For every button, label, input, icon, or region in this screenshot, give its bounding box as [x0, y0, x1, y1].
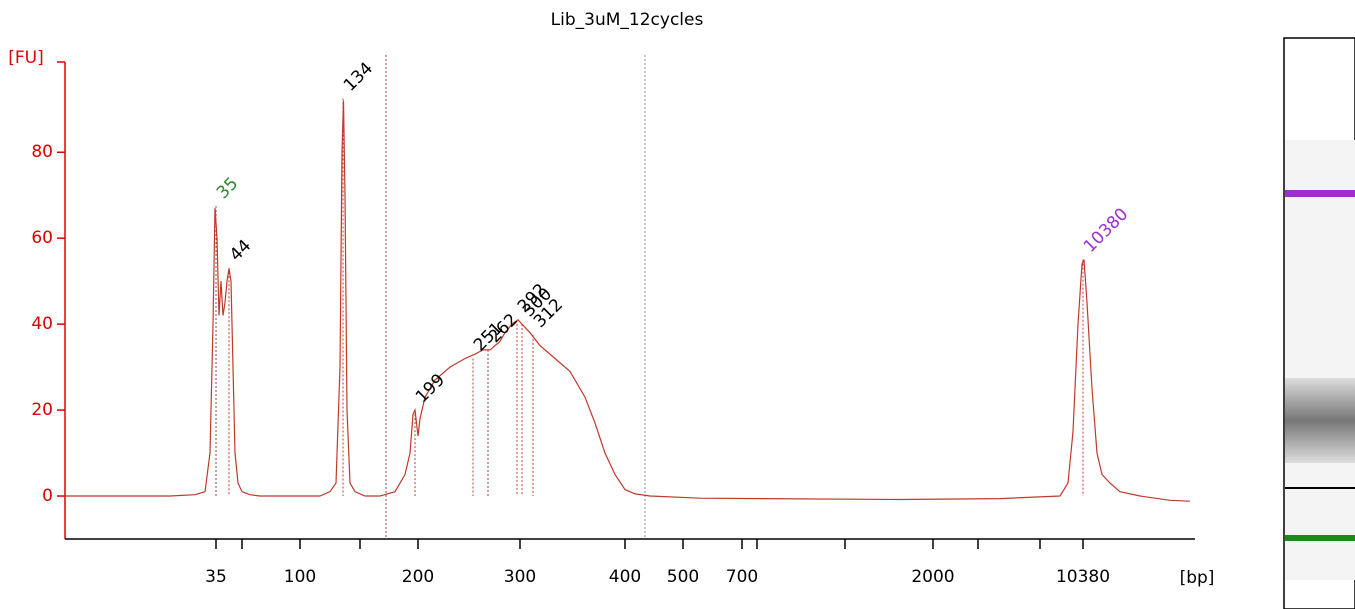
x-tick-label: 100: [284, 567, 316, 587]
x-tick-label: 700: [726, 567, 758, 587]
peak-label: 44: [226, 236, 255, 265]
peak-label: 35: [213, 174, 242, 203]
y-tick-label: 80: [31, 142, 53, 162]
x-tick-label: 300: [504, 567, 536, 587]
y-axis-label: [FU]: [8, 48, 44, 68]
x-tick-label: 35: [205, 567, 227, 587]
x-tick-label: 200: [402, 567, 434, 587]
peak-label: 10380: [1080, 204, 1132, 256]
trace: [65, 100, 1191, 502]
x-axis-label: [bp]: [1180, 568, 1215, 588]
y-tick-label: 60: [31, 228, 53, 248]
x-tick-label: 10380: [1056, 567, 1110, 587]
x-tick-label: 2000: [911, 567, 954, 587]
peak-label: 199: [412, 370, 449, 407]
peak-label: 134: [340, 59, 377, 96]
y-tick-label: 40: [31, 314, 53, 334]
x-tick-label: 500: [667, 567, 699, 587]
chart-title: Lib_3uM_12cycles: [551, 10, 704, 30]
y-tick-label: 0: [42, 486, 53, 506]
y-tick-label: 20: [31, 400, 53, 420]
x-tick-label: 400: [609, 567, 641, 587]
gel-lane: [1283, 37, 1355, 609]
